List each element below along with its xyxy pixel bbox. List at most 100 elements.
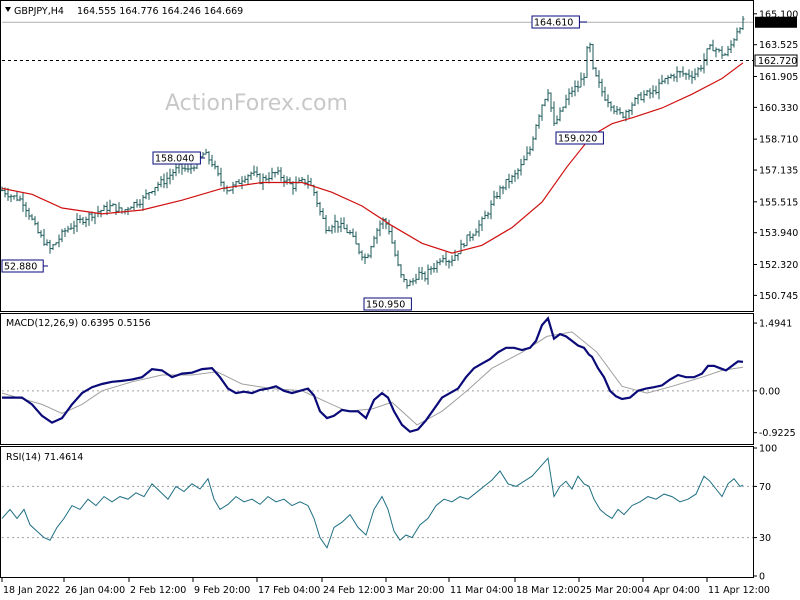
dropdown-triangle-icon[interactable] bbox=[5, 7, 11, 12]
x-tick-label: 26 Jan 04:00 bbox=[65, 585, 125, 596]
y-tick-label: 1.4941 bbox=[759, 319, 792, 330]
price-bar bbox=[42, 228, 46, 246]
price-bar bbox=[159, 176, 163, 188]
price-bar bbox=[81, 217, 85, 225]
price-bar bbox=[513, 169, 517, 182]
price-bar bbox=[468, 231, 472, 242]
price-bar bbox=[36, 221, 40, 234]
price-bar bbox=[9, 194, 13, 203]
price-bar bbox=[168, 168, 172, 185]
price-bar bbox=[438, 258, 442, 266]
price-bar bbox=[186, 163, 190, 173]
price-bar bbox=[342, 217, 346, 230]
price-bar bbox=[654, 85, 658, 95]
x-tick-label: 18 Jan 2022 bbox=[3, 585, 60, 596]
y-tick-label: 163.525 bbox=[759, 40, 798, 51]
price-bar bbox=[447, 259, 451, 269]
price-bar bbox=[456, 253, 460, 261]
price-bar bbox=[567, 88, 571, 106]
price-bar bbox=[324, 215, 328, 234]
price-bar bbox=[495, 191, 499, 199]
price-bar bbox=[396, 250, 400, 267]
price-bar bbox=[369, 245, 373, 259]
price-annotations: 164.610 158.040 159.020 52.880 150.950 bbox=[1, 15, 604, 311]
price-bar bbox=[648, 88, 652, 99]
price-bar bbox=[519, 158, 523, 176]
price-bar bbox=[729, 40, 733, 53]
rsi-title: RSI(14) 71.4614 bbox=[6, 452, 83, 463]
price-bar bbox=[84, 216, 88, 228]
annotation-box bbox=[152, 151, 201, 165]
y-tick-label: 0.00 bbox=[759, 386, 780, 397]
y-tick-label: 153.940 bbox=[759, 228, 798, 239]
price-bar bbox=[741, 16, 745, 30]
price-bar bbox=[663, 78, 667, 84]
price-bar bbox=[27, 207, 31, 220]
y-tick-label: 155.515 bbox=[759, 197, 798, 208]
price-bar bbox=[231, 181, 235, 194]
price-bar bbox=[216, 165, 220, 177]
price-bar bbox=[57, 234, 61, 248]
price-bar bbox=[357, 243, 361, 255]
price-bar bbox=[21, 192, 25, 212]
price-bar bbox=[462, 242, 466, 248]
annotation-text: 52.880 bbox=[4, 262, 37, 273]
price-bar bbox=[690, 70, 694, 84]
price-bar bbox=[693, 68, 697, 81]
price-bar bbox=[315, 190, 319, 208]
price-bar bbox=[630, 102, 634, 116]
price-bar bbox=[147, 192, 151, 200]
macd-pane-frame bbox=[0, 313, 754, 445]
price-bar bbox=[201, 151, 205, 158]
price-bar bbox=[78, 214, 82, 224]
price-bar bbox=[204, 148, 208, 155]
price-bar bbox=[672, 73, 676, 82]
price-bar bbox=[591, 43, 595, 70]
y-tick-label: 158.710 bbox=[759, 135, 798, 146]
price-bar bbox=[555, 115, 559, 125]
price-bar bbox=[666, 75, 670, 85]
price-bar bbox=[300, 176, 304, 183]
price-bar bbox=[372, 235, 376, 248]
price-bar bbox=[261, 173, 265, 191]
y-tick-label: 70 bbox=[759, 482, 771, 493]
y-tick-label: 0 bbox=[759, 572, 765, 583]
price-bar bbox=[606, 94, 610, 108]
price-bar bbox=[210, 154, 214, 167]
price-bar bbox=[621, 111, 625, 119]
price-bar bbox=[675, 66, 679, 83]
y-tick-label: -0.9225 bbox=[759, 428, 796, 439]
price-bar bbox=[717, 48, 721, 53]
price-bar bbox=[408, 279, 412, 287]
price-bar bbox=[711, 39, 715, 52]
x-tick-label: 3 Mar 20:00 bbox=[387, 585, 444, 596]
price-bar bbox=[588, 42, 592, 53]
price-bar bbox=[162, 173, 166, 189]
price-bar bbox=[543, 98, 547, 107]
price-bar bbox=[486, 211, 490, 219]
price-bar bbox=[129, 206, 133, 210]
price-pane-frame bbox=[0, 0, 754, 312]
price-bar bbox=[732, 38, 736, 48]
price-bar bbox=[501, 185, 505, 195]
price-bar bbox=[405, 278, 409, 289]
price-bar bbox=[12, 195, 16, 200]
price-bar bbox=[684, 72, 688, 80]
price-bar bbox=[72, 220, 76, 235]
macd-signal-line bbox=[1, 331, 744, 426]
price-bar bbox=[540, 104, 544, 121]
price-bar bbox=[573, 80, 577, 97]
price-bar bbox=[480, 216, 484, 232]
price-bar bbox=[393, 240, 397, 257]
price-bar bbox=[153, 186, 157, 196]
price-bar bbox=[90, 211, 94, 222]
price-bar bbox=[228, 189, 232, 192]
price-bar bbox=[390, 225, 394, 244]
price-bar bbox=[738, 27, 742, 34]
price-bar bbox=[660, 74, 664, 85]
price-bar bbox=[54, 242, 58, 246]
price-bar bbox=[264, 175, 268, 182]
watermark: ActionForex.com bbox=[165, 91, 348, 116]
rsi-pane-frame bbox=[0, 446, 754, 578]
price-bar bbox=[243, 175, 247, 184]
